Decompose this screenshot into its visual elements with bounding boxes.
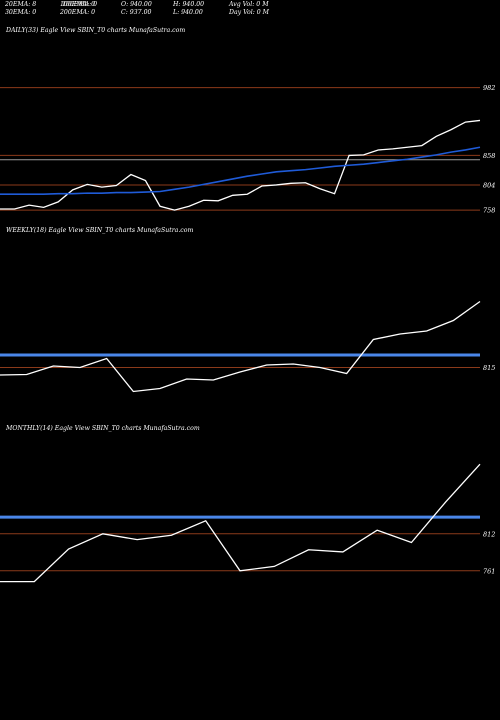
avg-vol-label: Avg Vol: 0 M <box>229 1 269 8</box>
weekly-panel-title: WEEKLY(18) Eagle View SBIN_T0 charts Mun… <box>6 227 194 234</box>
ema20-label: 20EMA: 8 <box>5 1 37 8</box>
ema100-label: 100EMA: 0 <box>60 1 96 8</box>
ema200-label: 200EMA: 0 <box>60 9 96 16</box>
open-label: O: 940.00 <box>121 1 152 8</box>
daily-tick-label: 758 <box>483 207 495 215</box>
monthly-price-line <box>0 463 481 583</box>
daily-panel-title: DAILY(33) Eagle View SBIN_T0 charts Muna… <box>6 27 186 34</box>
daily-tick-label: 858 <box>483 152 495 160</box>
weekly-price-line <box>0 300 481 393</box>
daily-tick-label: 982 <box>483 84 495 92</box>
high-label: H: 940.00 <box>173 1 205 8</box>
ema100-overlay-label: 100EMA: 0 <box>62 1 98 8</box>
daily-ema-line <box>0 146 481 196</box>
close-label: C: 937.00 <box>121 9 152 16</box>
monthly-tick-label: 812 <box>483 530 495 538</box>
monthly-tick-label: 761 <box>483 567 495 575</box>
day-vol-label: Day Vol: 0 M <box>229 9 270 16</box>
ema30-label: 30EMA: 0 <box>5 9 37 16</box>
monthly-panel-title: MONTHLY(14) Eagle View SBIN_T0 charts Mu… <box>6 425 200 432</box>
low-label: L: 940.00 <box>173 9 203 16</box>
daily-price-line <box>0 119 481 211</box>
daily-tick-label: 804 <box>483 181 495 189</box>
weekly-tick-label: 815 <box>483 364 495 372</box>
